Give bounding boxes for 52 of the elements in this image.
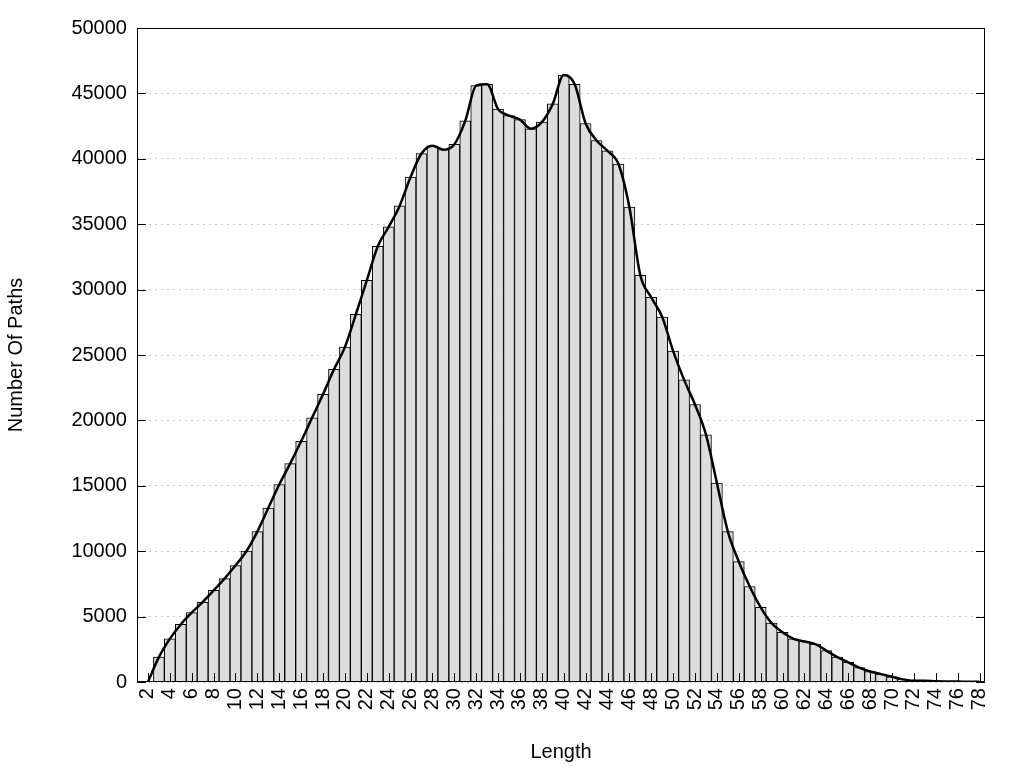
x-tick-label: 32 <box>463 688 486 711</box>
x-tick-label: 12 <box>244 688 267 711</box>
y-tick-label: 45000 <box>71 80 127 103</box>
y-tick-label: 20000 <box>71 407 127 430</box>
x-tick-label: 30 <box>441 688 464 711</box>
x-tick-label: 70 <box>879 688 902 711</box>
y-tick-label: 15000 <box>71 473 127 496</box>
x-tick-label: 22 <box>354 688 377 711</box>
x-tick-label: 26 <box>398 688 421 711</box>
x-tick-label: 4 <box>157 688 180 700</box>
x-tick-label: 68 <box>857 688 880 711</box>
x-tick-label: 60 <box>770 688 793 711</box>
y-tick-label: 35000 <box>71 211 127 234</box>
x-tick-label: 44 <box>595 688 618 711</box>
y-tick-label: 0 <box>115 669 127 692</box>
x-tick-label: 8 <box>201 688 224 700</box>
x-tick-label: 34 <box>485 688 508 711</box>
x-tick-label: 40 <box>551 688 574 711</box>
x-tick-label: 62 <box>791 688 814 711</box>
x-tick-label: 14 <box>266 688 289 711</box>
x-tick-label: 54 <box>704 688 727 711</box>
x-tick-label: 16 <box>288 688 311 711</box>
y-tick-label: 25000 <box>71 342 127 365</box>
x-tick-label: 48 <box>638 688 661 711</box>
x-tick-label: 58 <box>748 688 771 711</box>
x-tick-label: 76 <box>945 688 968 711</box>
y-tick-label: 30000 <box>71 277 127 300</box>
x-axis-title: Length <box>530 739 592 762</box>
x-tick-label: 52 <box>682 688 705 711</box>
x-tick-label: 56 <box>726 688 749 711</box>
x-tick-label: 42 <box>573 688 596 711</box>
y-tick-label: 10000 <box>71 538 127 561</box>
x-tick-label: 24 <box>376 688 399 711</box>
x-tick-label: 28 <box>419 688 442 711</box>
x-tick-label: 72 <box>901 688 924 711</box>
x-tick-label: 46 <box>616 688 639 711</box>
x-tick-label: 10 <box>222 688 245 711</box>
x-tick-label: 20 <box>332 688 355 711</box>
x-tick-label: 66 <box>835 688 858 711</box>
x-tick-label: 6 <box>179 688 202 700</box>
x-tick-label: 18 <box>310 688 333 711</box>
y-tick-label: 50000 <box>71 15 127 38</box>
y-tick-label: 5000 <box>82 604 127 627</box>
y-axis-title: Number Of Paths <box>3 277 26 433</box>
x-tick-label: 2 <box>135 688 158 700</box>
x-tick-label: 38 <box>529 688 552 711</box>
x-tick-label: 74 <box>923 688 946 711</box>
x-tick-label: 64 <box>813 688 836 711</box>
x-tick-label: 36 <box>507 688 530 711</box>
y-tick-label: 40000 <box>71 146 127 169</box>
x-tick-label: 50 <box>660 688 683 711</box>
x-tick-label: 78 <box>967 688 990 711</box>
